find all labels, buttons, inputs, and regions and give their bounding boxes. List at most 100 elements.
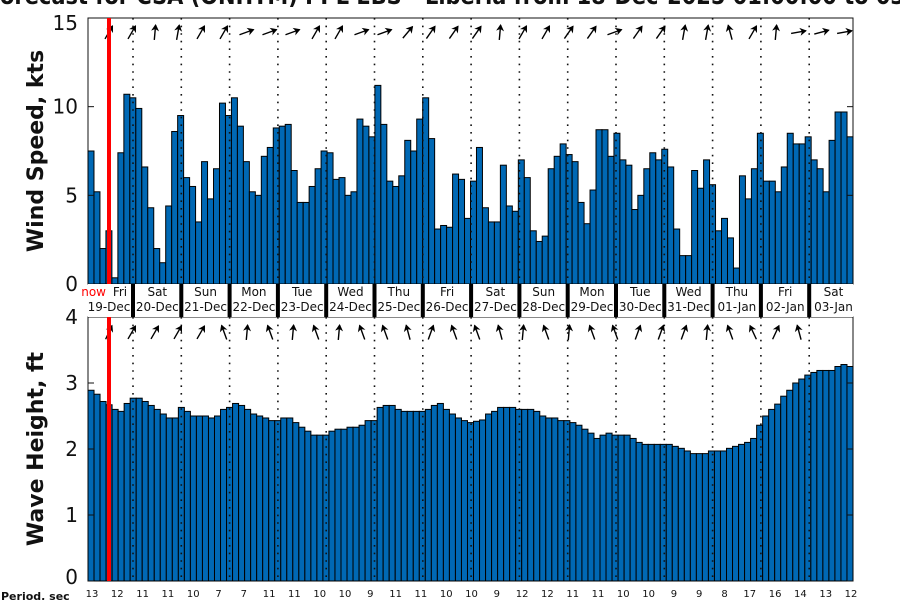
period-value: 7: [215, 589, 221, 600]
wave-direction-arrow-icon: [703, 324, 712, 341]
wind-bar: [703, 159, 711, 285]
period-value: 13: [86, 589, 99, 600]
wave-bar: [262, 417, 270, 582]
wind-bar: [547, 168, 555, 285]
day-separator: [324, 284, 329, 317]
arrow-head: [495, 324, 504, 333]
wave-direction-arrow-icon: [427, 324, 436, 340]
wave-direction-arrow-icon: [519, 324, 528, 341]
day-separator: [565, 284, 570, 317]
day-date-label: 31-Dec: [667, 300, 710, 314]
wind-direction-arrow-icon: [518, 25, 528, 40]
wind-bar: [135, 107, 143, 285]
wave-bar: [250, 413, 258, 582]
arrow-head: [403, 324, 412, 333]
arrow-head: [680, 24, 689, 32]
wind-bar: [601, 129, 609, 285]
wind-direction-arrow-icon: [448, 25, 459, 39]
wind-bar: [613, 132, 621, 285]
wave-bar: [117, 410, 125, 582]
arrow-head: [474, 25, 482, 34]
wind-bar: [458, 178, 466, 285]
wave-bar: [454, 417, 462, 582]
wind-bar: [302, 201, 310, 285]
wind-bar: [290, 170, 298, 285]
arrow-head: [658, 25, 666, 34]
wind-y-tick-label: 0: [65, 272, 78, 296]
wave-bar: [834, 366, 842, 582]
wind-bar: [242, 161, 250, 285]
day-separator: [614, 284, 618, 317]
wave-direction-arrow-icon: [150, 325, 160, 340]
wind-bar: [416, 118, 424, 285]
wind-bar: [201, 161, 209, 285]
wave-y-tick-label: 2: [65, 437, 78, 461]
wave-bar: [418, 410, 426, 582]
wave-y-tick-label: 1: [65, 503, 78, 527]
wind-bar: [284, 123, 292, 285]
wind-bar: [452, 173, 460, 285]
wind-bar: [147, 207, 155, 285]
arrow-head: [152, 325, 159, 334]
wind-direction-arrow-icon: [127, 25, 137, 40]
wind-direction-arrow-icon: [748, 25, 758, 40]
arrow-head: [565, 324, 574, 332]
wave-bar: [195, 415, 203, 582]
wind-y-axis-label: Wind Speed, kts: [24, 50, 49, 252]
arrow-head: [589, 25, 597, 34]
wave-bar: [744, 441, 752, 582]
wind-bar: [213, 168, 220, 285]
wind-bar: [362, 125, 370, 285]
wind-bar: [296, 201, 304, 285]
wind-bar: [607, 155, 615, 285]
wind-bar: [738, 175, 746, 285]
wave-bar: [286, 417, 294, 582]
arrow-head: [635, 25, 643, 34]
wind-bar: [93, 191, 101, 285]
wind-direction-arrow-icon: [471, 25, 482, 39]
wave-bar: [768, 408, 776, 582]
wind-bar: [153, 248, 161, 285]
wind-bar: [768, 180, 776, 285]
period-value: 11: [162, 589, 175, 600]
wind-bar: [828, 139, 836, 285]
arrow-head: [451, 25, 459, 34]
wave-bar: [647, 443, 655, 582]
arrow-head: [219, 324, 228, 333]
wind-bar: [326, 152, 334, 285]
wave-direction-arrow-icon: [472, 324, 481, 340]
day-separator: [710, 284, 715, 317]
wind-bar: [744, 198, 752, 285]
wave-direction-arrow-icon: [495, 324, 504, 340]
wave-direction-arrow-icon: [243, 324, 252, 341]
arrow-head: [794, 324, 803, 333]
wave-bar: [701, 453, 709, 582]
wave-bar: [750, 437, 758, 582]
wind-bar: [786, 132, 794, 285]
period-value: 11: [389, 589, 402, 600]
wind-bar: [99, 248, 107, 285]
wave-bar: [298, 426, 306, 582]
wave-bar: [226, 406, 234, 582]
wave-bar: [310, 434, 318, 582]
arrow-head: [750, 25, 757, 34]
wave-direction-arrow-icon: [634, 324, 643, 340]
wind-bar: [691, 170, 699, 285]
arrow-head: [610, 324, 619, 333]
wave-direction-arrow-icon: [335, 324, 344, 341]
period-value: 12: [541, 589, 554, 600]
arrow-head: [405, 25, 414, 34]
wind-bar: [254, 194, 262, 285]
day-separator: [469, 284, 474, 317]
wave-bar: [412, 410, 420, 582]
day-date-label: 27-Dec: [474, 300, 517, 314]
period-value: 9: [367, 589, 373, 600]
wave-bar: [424, 408, 432, 582]
wave-direction-arrow-icon: [311, 324, 320, 340]
wind-direction-arrow-icon: [814, 27, 830, 36]
day-separator: [131, 284, 135, 317]
arrow-head: [174, 24, 183, 32]
wind-direction-arrow-icon: [334, 25, 344, 40]
wind-y-tick-label: 15: [53, 11, 78, 35]
day-separator: [227, 284, 232, 317]
